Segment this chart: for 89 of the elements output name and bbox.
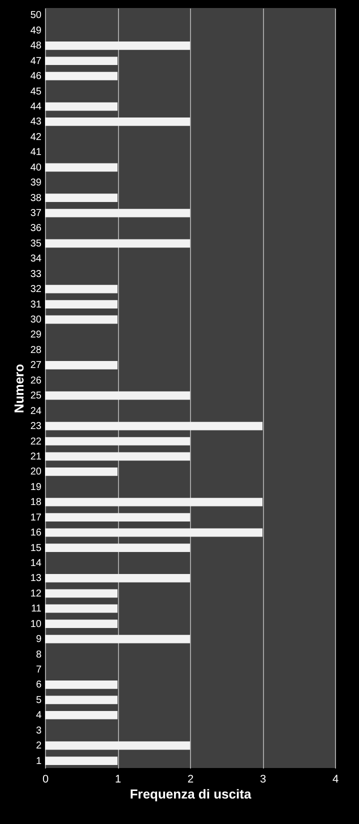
y-tick-label: 7 <box>36 664 42 676</box>
y-tick-label: 32 <box>30 284 42 296</box>
y-tick-label: 23 <box>30 421 42 432</box>
y-tick-label: 15 <box>30 542 42 554</box>
y-tick-label: 30 <box>30 314 42 326</box>
y-tick-label: 21 <box>30 451 42 462</box>
y-tick-label: 28 <box>30 344 42 356</box>
y-tick-label: 17 <box>30 512 42 524</box>
bar <box>45 528 262 537</box>
bar <box>45 680 118 689</box>
y-tick-label: 13 <box>30 573 42 584</box>
y-tick-label: 9 <box>36 634 42 646</box>
bar <box>45 756 118 765</box>
x-tick-label: 3 <box>260 774 266 786</box>
bar <box>45 118 190 126</box>
bar <box>45 391 190 400</box>
bar <box>45 194 118 202</box>
y-tick-label: 36 <box>30 223 42 234</box>
bar <box>45 513 190 522</box>
y-tick-label: 2 <box>36 740 42 752</box>
bar <box>45 102 118 111</box>
y-tick-label: 5 <box>36 694 42 706</box>
y-tick-label: 16 <box>30 528 42 539</box>
y-tick-label: 41 <box>30 147 42 158</box>
y-tick-label: 38 <box>30 192 42 204</box>
y-tick-label: 10 <box>30 618 42 630</box>
y-tick-label: 45 <box>30 86 42 98</box>
bar <box>45 163 118 172</box>
bar <box>45 315 118 324</box>
y-tick-label: 20 <box>30 466 42 478</box>
bar <box>45 544 190 552</box>
y-tick-label: 4 <box>36 710 42 722</box>
bar <box>45 604 118 613</box>
y-tick-label: 50 <box>30 10 42 22</box>
x-axis-title: Frequenza di uscita <box>130 786 252 802</box>
bar <box>45 452 190 461</box>
bar <box>45 710 118 720</box>
bar <box>45 422 262 430</box>
y-tick-label: 35 <box>30 238 42 250</box>
y-tick-label: 43 <box>30 116 42 128</box>
y-tick-label: 47 <box>30 56 42 67</box>
y-tick-label: 44 <box>30 102 42 113</box>
y-tick-label: 42 <box>30 132 42 143</box>
bar <box>45 41 190 50</box>
bar <box>45 208 190 218</box>
x-tick-label: 0 <box>42 774 49 786</box>
y-tick-label: 26 <box>30 375 42 386</box>
y-tick-label: 6 <box>36 680 42 691</box>
y-tick-label: 25 <box>30 390 42 402</box>
y-tick-label: 1 <box>36 756 42 767</box>
y-tick-label: 27 <box>30 360 42 372</box>
y-tick-label: 11 <box>31 604 42 615</box>
bar <box>45 72 118 80</box>
y-axis-title: Numero <box>11 364 26 414</box>
y-tick-label: 3 <box>36 725 42 736</box>
bar <box>45 56 118 66</box>
y-tick-label: 14 <box>30 558 42 569</box>
y-tick-label: 22 <box>30 436 42 448</box>
y-tick-label: 8 <box>36 649 42 660</box>
y-tick-label: 19 <box>30 482 42 493</box>
y-tick-label: 49 <box>30 25 42 36</box>
y-tick-label: 33 <box>30 268 42 280</box>
bar <box>45 574 190 582</box>
y-tick-label: 40 <box>30 162 42 174</box>
y-tick-label: 18 <box>30 497 42 508</box>
bar <box>45 239 190 248</box>
bar <box>45 437 190 446</box>
x-tick-label: 2 <box>187 774 194 786</box>
bar <box>45 360 118 370</box>
bar <box>45 634 190 644</box>
y-tick-label: 37 <box>30 208 42 220</box>
y-tick-label: 34 <box>30 254 42 265</box>
y-tick-label: 39 <box>30 178 42 189</box>
bar <box>45 620 118 628</box>
bar <box>45 741 190 750</box>
bar <box>45 498 262 506</box>
bar <box>45 696 118 704</box>
x-tick-label: 1 <box>114 774 122 786</box>
x-tick-label: 4 <box>332 774 339 786</box>
y-tick-label: 29 <box>30 330 42 341</box>
bar <box>45 589 118 598</box>
bar <box>45 468 118 476</box>
y-tick-label: 24 <box>30 406 42 417</box>
bar <box>45 284 118 294</box>
y-tick-label: 46 <box>30 71 42 82</box>
y-tick-label: 12 <box>30 588 42 600</box>
y-tick-label: 48 <box>30 40 42 52</box>
y-tick-label: 31 <box>30 299 42 310</box>
bar <box>45 300 118 308</box>
